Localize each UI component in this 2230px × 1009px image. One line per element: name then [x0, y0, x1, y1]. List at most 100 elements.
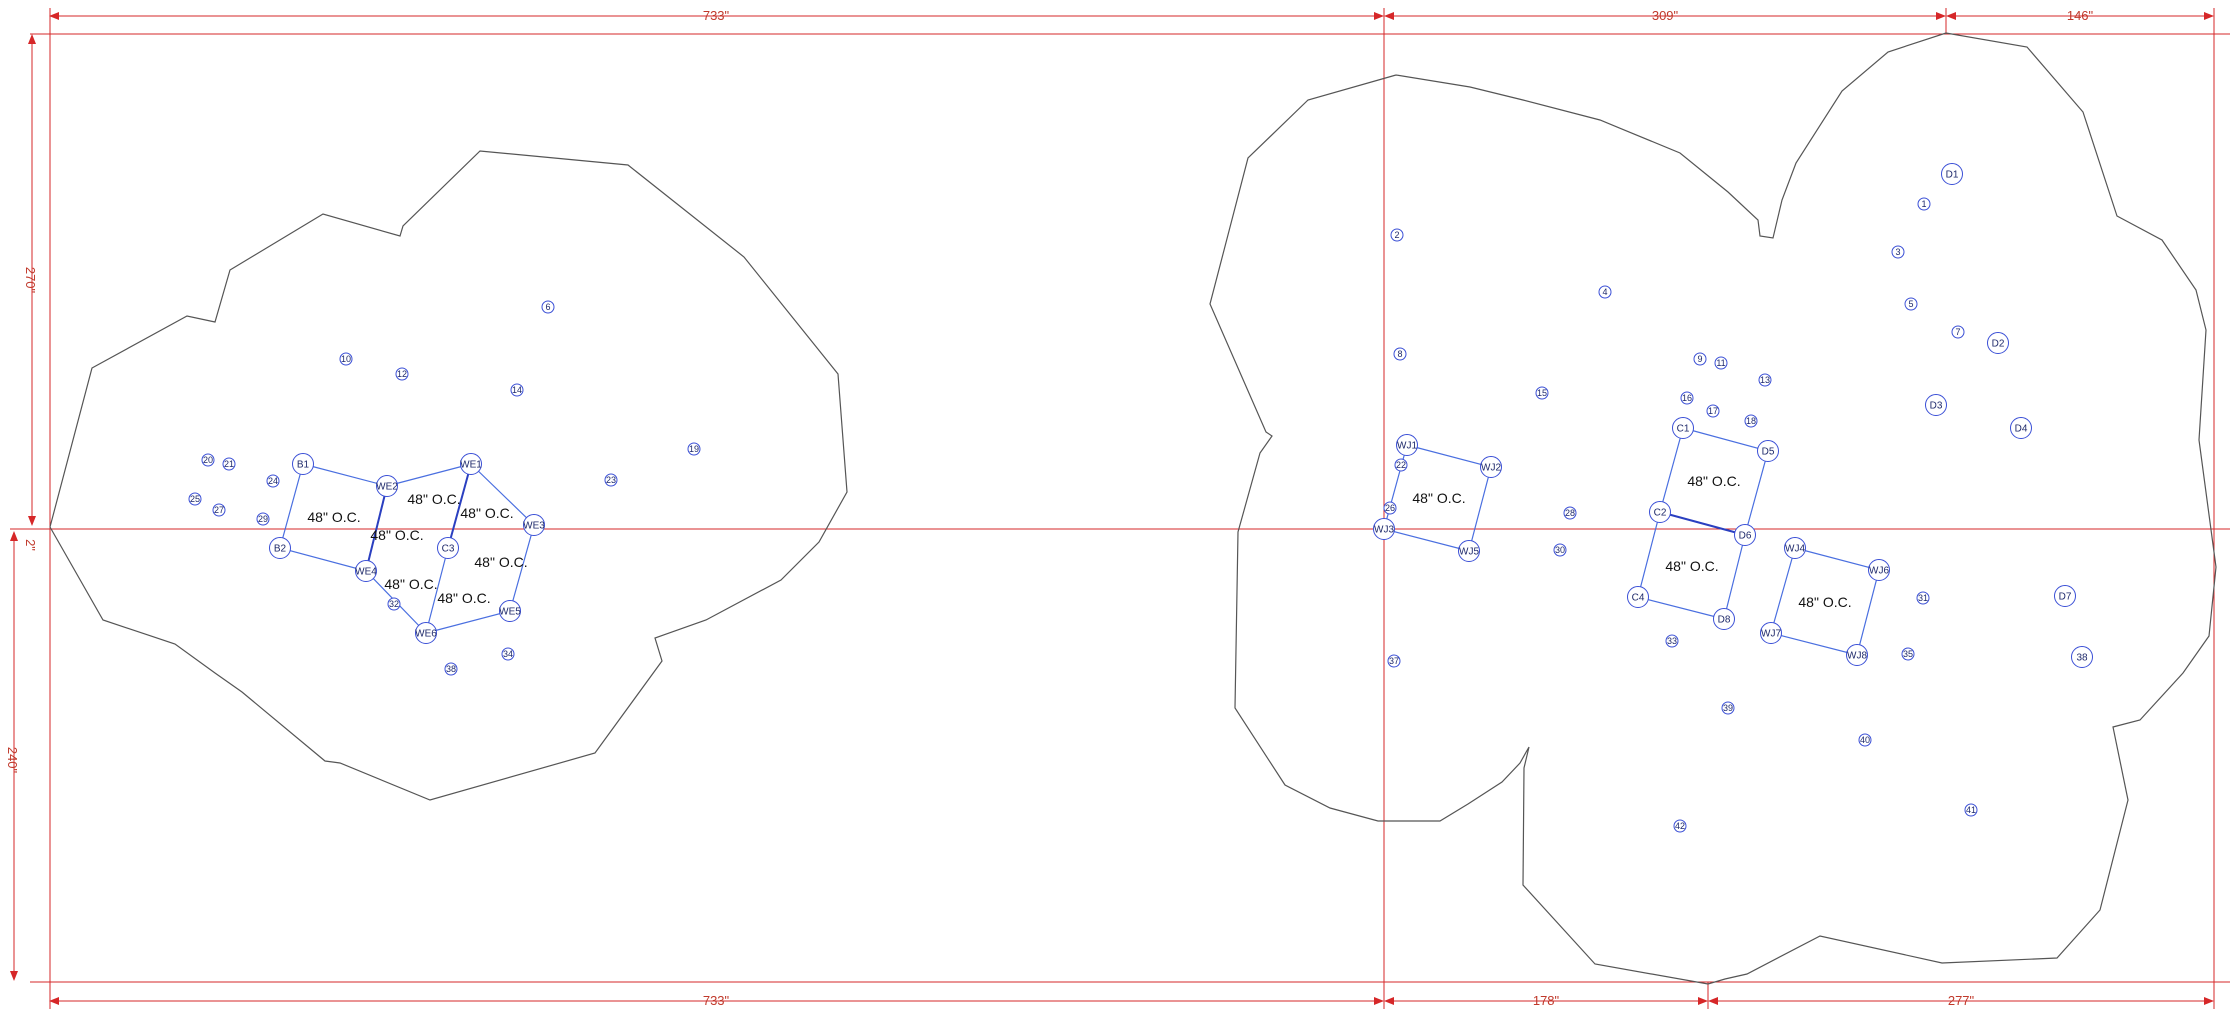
point-22: 22: [1394, 458, 1408, 472]
point-label: 33: [1667, 636, 1677, 646]
point-circle: [1553, 543, 1567, 557]
point-circle: [1390, 228, 1404, 242]
point-circle: [1951, 325, 1965, 339]
point-circle: [1535, 386, 1549, 400]
marker-circle: [1480, 456, 1502, 478]
marker-circle: [2010, 417, 2032, 439]
marker-circle: [292, 453, 314, 475]
marker-we1: WE1: [460, 453, 482, 475]
spacing-label: 48" O.C.: [370, 527, 423, 543]
point-circle: [604, 473, 618, 487]
marker-circle: [460, 453, 482, 475]
dim-top-right: 146": [2067, 8, 2094, 23]
spacing-label: 48" O.C.: [307, 509, 360, 525]
point-24: 24: [266, 474, 280, 488]
point-14: 14: [510, 383, 524, 397]
marker-c2: C2: [1649, 501, 1671, 523]
marker-circle: [1649, 501, 1671, 523]
point-circle: [339, 352, 353, 366]
point-circle: [1744, 414, 1758, 428]
marker-label: D5: [1762, 447, 1775, 458]
marker-circle: [1458, 540, 1480, 562]
dim-top-left: 733": [703, 8, 730, 23]
marker-circle: [2054, 585, 2076, 607]
point-circle: [212, 503, 226, 517]
marker-label: WE2: [376, 482, 398, 493]
point-label: 34: [503, 649, 513, 659]
point-circle: [222, 457, 236, 471]
marker-b1: B1: [292, 453, 314, 475]
point-8: 8: [1393, 347, 1407, 361]
marker-circle: [1757, 440, 1779, 462]
marker-label: D6: [1739, 531, 1752, 542]
marker-label: WE5: [499, 607, 521, 618]
marker-label: C3: [442, 544, 455, 555]
point-label: 14: [512, 385, 522, 395]
point-label: 25: [190, 494, 200, 504]
point-13: 13: [1758, 373, 1772, 387]
point-label: 26: [1385, 503, 1395, 513]
marker-wj8: WJ8: [1846, 644, 1868, 666]
point-20: 20: [201, 453, 215, 467]
marker-circle: [415, 622, 437, 644]
point-9: 9: [1693, 352, 1707, 366]
spacing-label: 48" O.C.: [384, 576, 437, 592]
point-7: 7: [1951, 325, 1965, 339]
point-label: 6: [545, 302, 550, 312]
marker-wj4: WJ4: [1784, 537, 1806, 559]
point-label: 27: [214, 505, 224, 515]
marker-label: B1: [297, 460, 310, 471]
point-label: 22: [1396, 460, 1406, 470]
marker-we4: WE4: [355, 560, 377, 582]
dim-bottom-left: 733": [703, 993, 730, 1008]
marker-we6: WE6: [415, 622, 437, 644]
marker-wj1: WJ1: [1396, 434, 1418, 456]
marker-wj3: WJ3: [1373, 518, 1395, 540]
point-circle: [1901, 647, 1915, 661]
marker-label: WE6: [415, 629, 437, 640]
spacing-label: 48" O.C.: [474, 554, 527, 570]
point-label: 24: [268, 476, 278, 486]
point-10: 10: [339, 352, 353, 366]
marker-label: WJ5: [1459, 547, 1479, 558]
marker-circle: [523, 514, 545, 536]
point-6: 6: [541, 300, 555, 314]
marker-circle: [1925, 394, 1947, 416]
marker-label: WJ4: [1785, 544, 1805, 555]
marker-label: WJ2: [1481, 463, 1501, 474]
point-circle: [1673, 819, 1687, 833]
point-2: 2: [1390, 228, 1404, 242]
marker-wj7: WJ7: [1760, 622, 1782, 644]
point-37: 37: [1387, 654, 1401, 668]
marker-label: B2: [274, 544, 287, 555]
point-label: 4: [1602, 287, 1607, 297]
marker-circle: [376, 475, 398, 497]
point-circle: [1916, 591, 1930, 605]
marker-d8: D8: [1713, 608, 1735, 630]
marker-d4: D4: [2010, 417, 2032, 439]
point-15: 15: [1535, 386, 1549, 400]
point-16: 16: [1680, 391, 1694, 405]
marker-label: C1: [1677, 424, 1690, 435]
point-label: 11: [1716, 358, 1725, 368]
point-label: 30: [1555, 545, 1565, 555]
marker-circle: [1784, 537, 1806, 559]
point-circle: [687, 442, 701, 456]
marker-we2: WE2: [376, 475, 398, 497]
point-circle: [1706, 404, 1720, 418]
point-circle: [201, 453, 215, 467]
point-circle: [541, 300, 555, 314]
point-label: 1: [1921, 199, 1926, 209]
point-label: 5: [1908, 299, 1913, 309]
point-label: 39: [1723, 703, 1733, 713]
spacing-label: 48" O.C.: [1412, 490, 1465, 506]
point-27: 27: [212, 503, 226, 517]
marker-we3: WE3: [523, 514, 545, 536]
point-label: 41: [1966, 805, 1976, 815]
point-label: 38: [446, 664, 456, 674]
point-circle: [444, 662, 458, 676]
spacing-labels: 48" O.C. 48" O.C. 48" O.C. 48" O.C. 48" …: [307, 473, 1851, 610]
point-5: 5: [1904, 297, 1918, 311]
marker-label: WE3: [523, 521, 545, 532]
